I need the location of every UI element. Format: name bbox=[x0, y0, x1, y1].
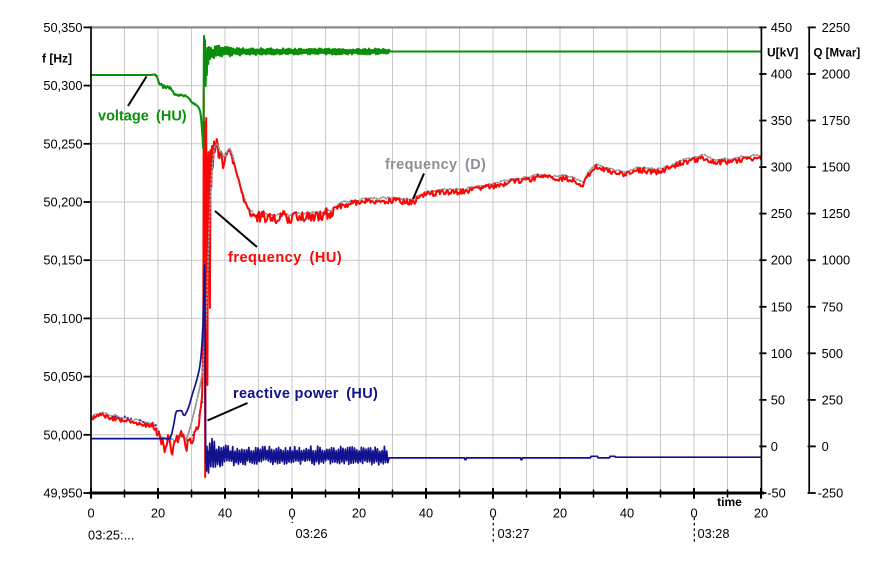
svg-text:03:27: 03:27 bbox=[498, 526, 530, 541]
svg-text:50: 50 bbox=[771, 392, 785, 407]
svg-text:50,300: 50,300 bbox=[43, 78, 82, 93]
svg-text:50,200: 50,200 bbox=[43, 195, 82, 210]
svg-text:1000: 1000 bbox=[822, 253, 850, 268]
svg-text:50,250: 50,250 bbox=[43, 136, 82, 151]
svg-text:1250: 1250 bbox=[822, 206, 850, 221]
svg-text:-50: -50 bbox=[767, 486, 786, 501]
svg-text:f [Hz]: f [Hz] bbox=[42, 51, 72, 65]
svg-text:2250: 2250 bbox=[822, 20, 850, 35]
svg-text:1750: 1750 bbox=[822, 113, 850, 128]
svg-text:49,950: 49,950 bbox=[43, 486, 82, 501]
svg-text:0: 0 bbox=[288, 506, 295, 521]
svg-text:100: 100 bbox=[771, 346, 792, 361]
svg-text:0: 0 bbox=[690, 506, 697, 521]
svg-text:50,150: 50,150 bbox=[43, 253, 82, 268]
svg-text:40: 40 bbox=[419, 506, 433, 521]
svg-text:50,050: 50,050 bbox=[43, 369, 82, 384]
svg-text:1500: 1500 bbox=[822, 160, 850, 175]
svg-text:Q [Mvar]: Q [Mvar] bbox=[814, 48, 861, 60]
svg-text:450: 450 bbox=[771, 20, 792, 35]
svg-text:0: 0 bbox=[822, 439, 829, 454]
svg-text:50,100: 50,100 bbox=[43, 311, 82, 326]
svg-text:350: 350 bbox=[771, 113, 792, 128]
svg-text:300: 300 bbox=[771, 160, 792, 175]
svg-text:0: 0 bbox=[489, 506, 496, 521]
svg-text:250: 250 bbox=[822, 392, 843, 407]
svg-text:20: 20 bbox=[754, 506, 768, 521]
svg-text:frequency (HU): frequency (HU) bbox=[228, 250, 342, 266]
svg-text:750: 750 bbox=[822, 299, 843, 314]
svg-text:20: 20 bbox=[352, 506, 366, 521]
svg-text:40: 40 bbox=[218, 506, 232, 521]
svg-text:50,350: 50,350 bbox=[43, 20, 82, 35]
svg-text:500: 500 bbox=[822, 346, 843, 361]
svg-text:200: 200 bbox=[771, 253, 792, 268]
svg-text:2000: 2000 bbox=[822, 66, 850, 81]
svg-text:reactive power (HU): reactive power (HU) bbox=[233, 386, 378, 402]
svg-text:voltage (HU): voltage (HU) bbox=[98, 108, 187, 124]
svg-text:0: 0 bbox=[87, 506, 94, 521]
svg-text:frequency (D): frequency (D) bbox=[385, 157, 486, 173]
svg-text:50,000: 50,000 bbox=[43, 427, 82, 442]
svg-text:U[kV]: U[kV] bbox=[767, 46, 798, 60]
svg-text:time: time bbox=[717, 495, 742, 509]
svg-text:400: 400 bbox=[771, 66, 792, 81]
svg-text:150: 150 bbox=[771, 299, 792, 314]
svg-text:03:26: 03:26 bbox=[296, 526, 328, 541]
svg-text:03:25:...: 03:25:... bbox=[88, 528, 134, 543]
svg-text:-250: -250 bbox=[818, 486, 844, 501]
svg-text:40: 40 bbox=[620, 506, 634, 521]
svg-text:20: 20 bbox=[151, 506, 165, 521]
svg-text:03:28: 03:28 bbox=[698, 526, 730, 541]
svg-text:250: 250 bbox=[771, 206, 792, 221]
svg-text:20: 20 bbox=[553, 506, 567, 521]
svg-text:0: 0 bbox=[771, 439, 778, 454]
